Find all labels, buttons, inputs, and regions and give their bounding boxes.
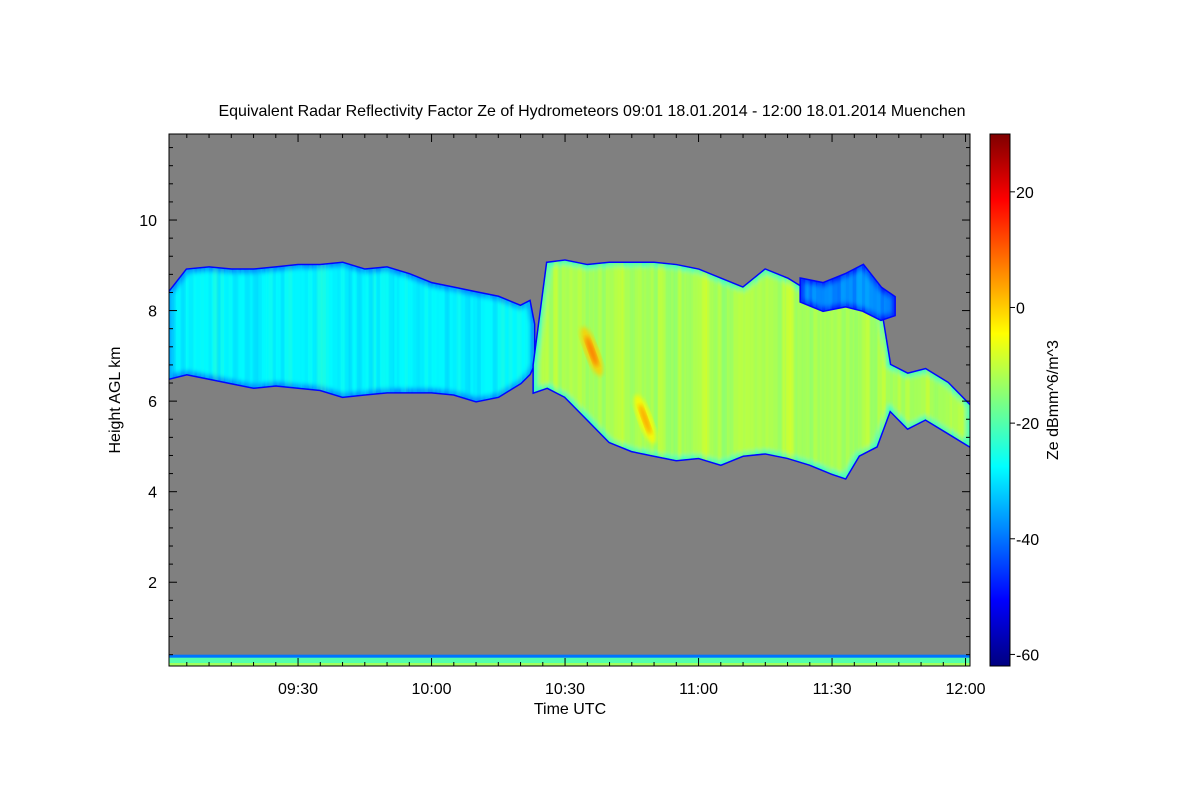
y-tick-label: 6 xyxy=(148,394,157,411)
x-tick-label: 12:00 xyxy=(946,681,986,698)
colorbar-label: Ze dBmm^6/m^3 xyxy=(1045,340,1062,460)
reflectivity-core-center xyxy=(585,336,598,367)
chart-title: Equivalent Radar Reflectivity Factor Ze … xyxy=(218,103,965,120)
axes: 09:30 10:00 10:30 11:00 11:30 12:00 2 4 6 8 10 xyxy=(139,134,986,698)
y-tick-label: 8 xyxy=(148,304,157,321)
colorbar-tick-label: -40 xyxy=(1016,532,1039,549)
y-axis-label: Height AGL km xyxy=(107,346,124,453)
y-tick-label: 4 xyxy=(148,485,157,502)
y-tick-label: 2 xyxy=(148,575,157,592)
colorbar-ticks: -60 -40 -20 0 20 xyxy=(1010,185,1039,664)
colorbar: -60 -40 -20 0 20 Ze dBmm^6/m^3 xyxy=(989,133,1062,667)
reflectivity-core-center xyxy=(638,404,652,435)
x-tick-label: 11:00 xyxy=(679,681,718,698)
colorbar-tick-label: -20 xyxy=(1016,416,1039,433)
surface-clutter xyxy=(169,654,970,666)
colorbar-tick-label: -60 xyxy=(1016,647,1039,664)
colorbar-gradient xyxy=(989,133,1011,667)
x-tick-label: 10:00 xyxy=(412,681,452,698)
x-tick-label: 11:30 xyxy=(813,681,852,698)
x-tick-label: 10:30 xyxy=(545,681,585,698)
x-axis-label: Time UTC xyxy=(534,701,606,718)
plot-frame xyxy=(168,133,971,667)
cloud-interior xyxy=(169,263,534,402)
cloud-layer xyxy=(799,263,896,322)
x-tick-label: 09:30 xyxy=(278,681,318,698)
colorbar-tick-label: 0 xyxy=(1016,300,1025,317)
colorbar-tick-label: 20 xyxy=(1016,185,1034,202)
y-tick-label: 10 xyxy=(139,213,157,230)
